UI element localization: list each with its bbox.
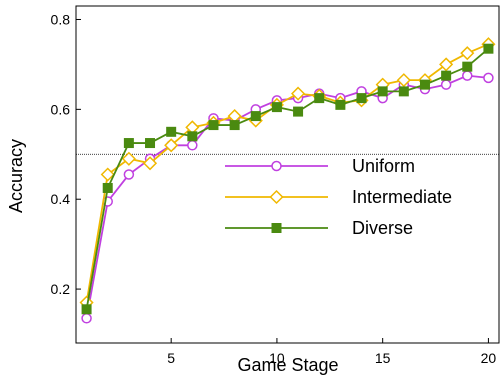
data-point-uniform <box>123 169 135 180</box>
legend-label-uniform: Uniform <box>352 156 415 176</box>
data-point-diverse <box>314 93 325 104</box>
data-point-diverse <box>208 120 219 131</box>
data-point-intermediate <box>439 57 454 72</box>
data-point-intermediate <box>396 73 411 88</box>
y-tick-label: 0.8 <box>51 11 71 27</box>
data-point-diverse <box>102 182 113 193</box>
data-point-intermediate <box>121 151 136 166</box>
data-point-intermediate <box>164 138 179 153</box>
series-diverse <box>81 43 494 315</box>
data-point-diverse <box>441 70 452 81</box>
data-point-diverse <box>398 86 409 97</box>
data-point-intermediate <box>100 167 115 182</box>
data-point-uniform <box>81 313 92 324</box>
data-point-intermediate <box>460 46 475 61</box>
data-point-diverse <box>271 102 282 113</box>
data-point-intermediate <box>142 156 158 171</box>
y-axis-title: Accuracy <box>6 139 26 213</box>
data-point-diverse <box>356 93 367 104</box>
data-point-uniform <box>440 79 452 90</box>
data-point-diverse <box>293 106 304 117</box>
data-point-intermediate <box>291 86 306 101</box>
data-point-diverse <box>123 138 134 149</box>
plot-frame <box>75 5 500 344</box>
data-point-uniform <box>462 70 473 81</box>
legend-item-diverse: Diverse <box>225 218 413 238</box>
x-tick-label: 5 <box>167 350 175 366</box>
data-point-diverse <box>187 131 198 142</box>
data-point-diverse <box>419 79 430 90</box>
data-point-uniform <box>483 72 494 84</box>
legend-marker-intermediate <box>269 189 284 205</box>
legend-label-diverse: Diverse <box>352 218 413 238</box>
legend-label-intermediate: Intermediate <box>352 187 452 207</box>
y-tick-label: 0.6 <box>51 101 71 117</box>
x-tick-label: 15 <box>375 350 391 366</box>
legend-marker-uniform <box>271 160 282 172</box>
legend-item-intermediate: Intermediate <box>225 187 452 207</box>
axis-layer: 5 10 15 20 0.2 0.4 0.6 0.8 <box>51 11 497 366</box>
data-point-diverse <box>483 43 494 54</box>
data-point-diverse <box>335 99 346 110</box>
y-tick-label: 0.4 <box>51 191 71 207</box>
legend: Uniform Intermediate Diverse <box>225 156 452 238</box>
x-tick-label: 20 <box>481 350 497 366</box>
legend-marker-diverse <box>271 223 282 233</box>
legend-item-uniform: Uniform <box>225 156 415 176</box>
y-tick-label: 0.2 <box>51 281 71 297</box>
data-point-uniform <box>187 140 198 151</box>
plot-border <box>75 5 500 344</box>
data-point-diverse <box>229 120 240 131</box>
data-point-diverse <box>462 61 473 72</box>
series-layer <box>79 37 496 324</box>
data-point-diverse <box>166 126 177 137</box>
data-point-diverse <box>250 111 261 122</box>
x-tick-label: 10 <box>269 350 285 366</box>
data-point-diverse <box>145 138 156 149</box>
data-point-diverse <box>81 304 92 315</box>
series-intermediate <box>79 37 496 310</box>
data-point-diverse <box>377 86 388 97</box>
x-axis-title: Game Stage <box>237 355 338 375</box>
